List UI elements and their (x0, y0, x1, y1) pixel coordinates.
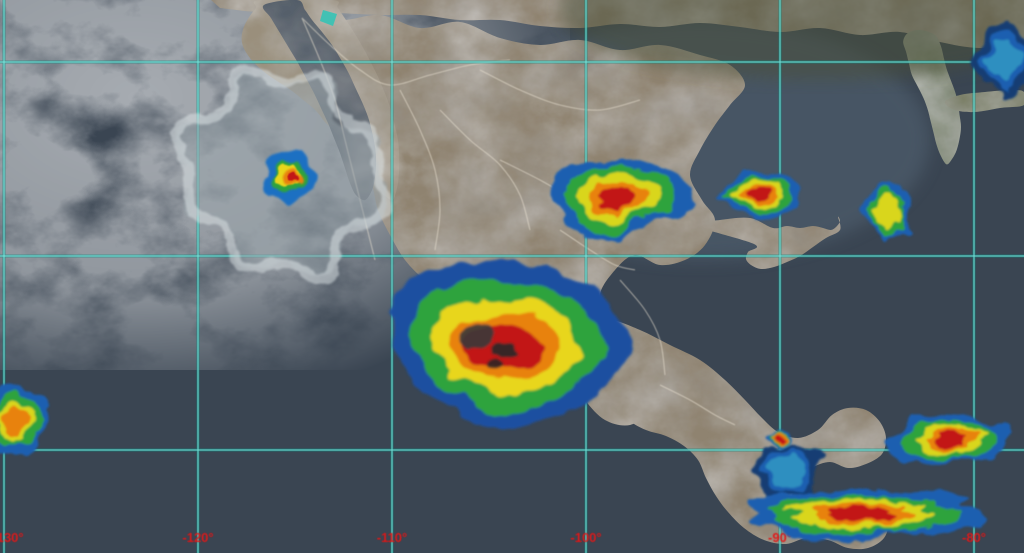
svg-text:-80°: -80° (962, 530, 986, 545)
svg-text:-120°: -120° (182, 530, 213, 545)
svg-text:-130°: -130° (0, 530, 24, 545)
svg-text:-110°: -110° (377, 530, 408, 545)
svg-text:-100°: -100° (570, 530, 601, 545)
